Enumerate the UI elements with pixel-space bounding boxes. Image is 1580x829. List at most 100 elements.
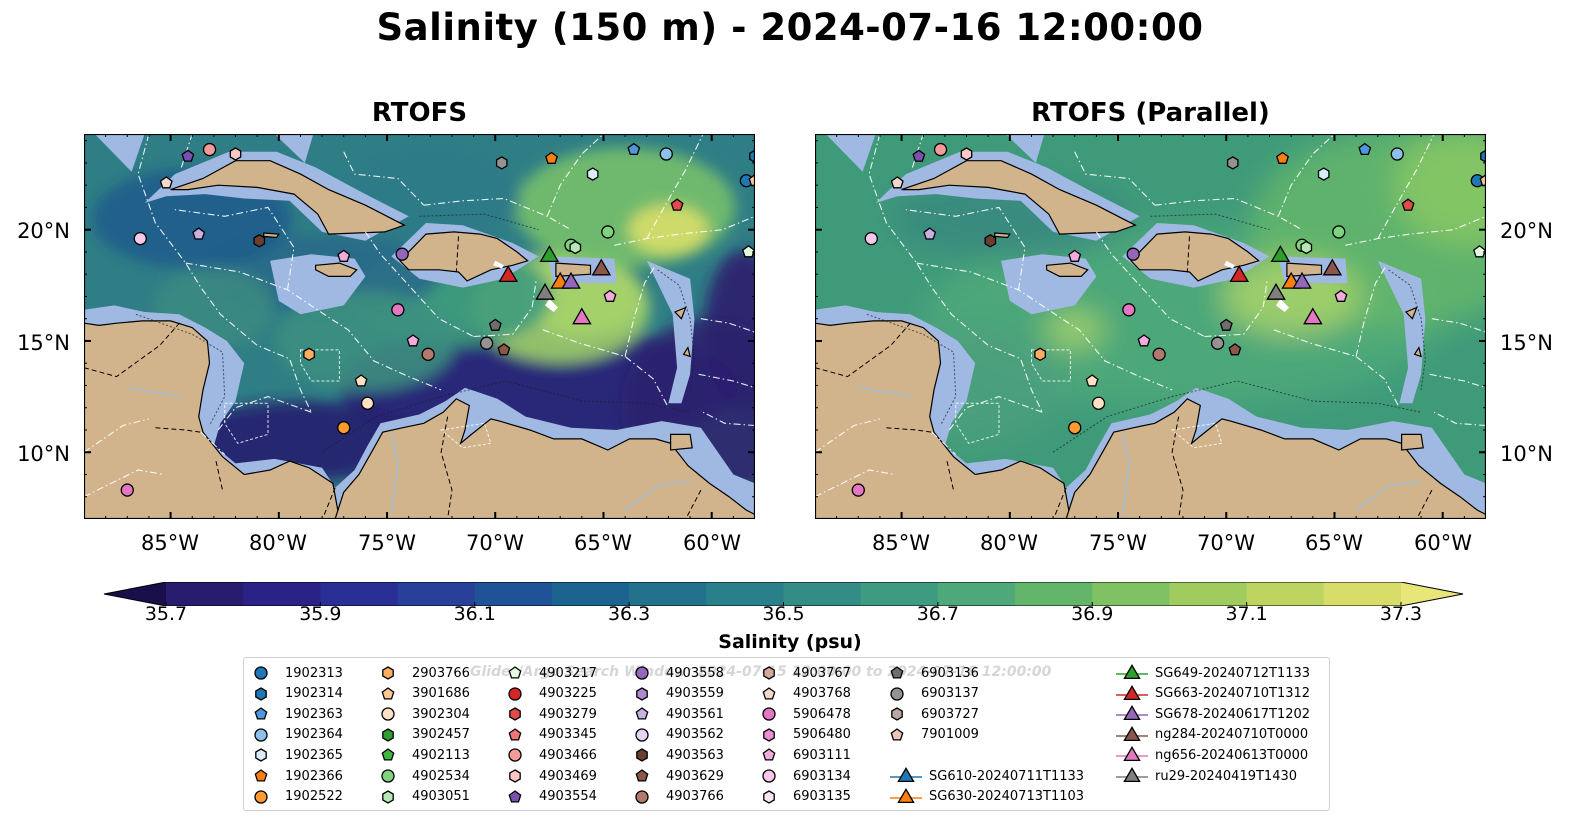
legend-label: 4903466 xyxy=(539,747,597,763)
legend-marker-circle-icon xyxy=(890,686,904,701)
legend-entry: 4903561 xyxy=(634,704,724,724)
glider-marker xyxy=(1303,307,1323,325)
argo-float-marker xyxy=(391,303,405,317)
glider-marker xyxy=(1229,265,1250,283)
land-polygon xyxy=(682,346,691,358)
legend-entry: SG678-20240617T1202 xyxy=(1115,704,1310,724)
argo-float-marker xyxy=(864,231,878,246)
protected-area-outline xyxy=(439,422,492,449)
colorbar-band xyxy=(397,582,476,606)
legend-entry: 4903629 xyxy=(634,766,724,786)
eez-boundary xyxy=(698,373,755,389)
eez-boundary xyxy=(423,197,572,231)
argo-float-marker xyxy=(984,234,997,248)
eez-boundary xyxy=(1345,215,1486,246)
argo-float-marker xyxy=(1276,151,1289,164)
legend-marker-circle-icon xyxy=(254,728,268,742)
shelf-water xyxy=(274,134,314,163)
eez-boundary xyxy=(1377,134,1435,239)
argo-float-marker xyxy=(1401,198,1415,211)
legend-marker xyxy=(382,728,394,742)
legend-entry: ru29-20240419T1430 xyxy=(1115,766,1297,786)
argo-float-marker xyxy=(545,151,558,164)
argo-float-marker xyxy=(748,173,755,187)
glider-marker xyxy=(535,282,555,300)
river-line xyxy=(1355,480,1422,511)
argo-float-marker xyxy=(253,234,266,248)
eez-boundary xyxy=(343,151,425,206)
legend-label: 6903135 xyxy=(793,789,851,805)
map-frame xyxy=(815,134,1486,519)
legend-label: ng284-20240710T0000 xyxy=(1155,727,1309,743)
eez-boundary xyxy=(1154,197,1303,231)
lon-label: 80°W xyxy=(980,531,1038,555)
legend-entry: ng656-20240613T0000 xyxy=(1115,745,1308,765)
shelf-water xyxy=(825,134,876,172)
colorbar-tick-label: 36.1 xyxy=(453,603,496,625)
lon-label: 65°W xyxy=(574,531,632,555)
legend-marker xyxy=(255,686,267,701)
colorbar-tick-label: 37.1 xyxy=(1225,603,1268,625)
legend-entry: 4903279 xyxy=(507,704,597,724)
colorbar-band xyxy=(1092,582,1170,606)
river-line xyxy=(624,480,691,511)
legend-marker-pentagon-icon xyxy=(635,707,649,720)
legend-label: 1902314 xyxy=(285,686,343,702)
legend-entry: 1902365 xyxy=(253,745,343,765)
argo-float-marker xyxy=(627,142,641,156)
salinity-patch xyxy=(1044,309,1105,350)
legend-marker xyxy=(508,686,522,701)
legend-entry: 4903559 xyxy=(634,684,724,704)
argo-float-marker xyxy=(890,176,904,189)
legend-label: 3902304 xyxy=(412,706,470,722)
legend-label: 3901686 xyxy=(412,686,470,702)
lon-label: 75°W xyxy=(1089,531,1147,555)
legend-label: 4903279 xyxy=(539,706,597,722)
legend-entry: 4903466 xyxy=(507,745,597,765)
border-line xyxy=(685,489,702,519)
legend-marker-triangle-icon xyxy=(1116,767,1148,783)
argo-float-marker xyxy=(497,343,511,356)
colorbar-extend-low xyxy=(104,582,166,606)
eez-boundary xyxy=(1273,329,1400,408)
land-polygon xyxy=(263,232,280,239)
glider-track-segment xyxy=(1224,260,1235,269)
argo-float-marker xyxy=(923,227,937,240)
protected-area-outline xyxy=(1170,422,1223,449)
legend-label: 3902457 xyxy=(412,727,470,743)
legend-marker xyxy=(890,666,904,679)
legend-entry: 5906478 xyxy=(761,704,851,724)
argo-float-marker xyxy=(406,334,420,347)
eez-boundary xyxy=(542,329,669,408)
legend-marker-hexagon-icon xyxy=(636,686,648,701)
land-polygon xyxy=(315,262,358,277)
legend-label: 4903766 xyxy=(666,789,724,805)
eez-boundary xyxy=(905,206,1026,290)
legend-marker-circle-icon xyxy=(635,666,649,680)
legend-label: 1902365 xyxy=(285,747,343,763)
argo-float-marker xyxy=(933,142,948,157)
legend-marker-hexagon-icon xyxy=(509,769,521,783)
legend-entry: 5906480 xyxy=(761,725,851,745)
land-polygon xyxy=(1413,346,1422,358)
legend-marker xyxy=(509,707,521,721)
argo-float-marker xyxy=(960,147,973,161)
legend-label: 4903345 xyxy=(539,727,597,743)
legend-marker-hexagon-icon xyxy=(636,748,648,763)
shelf-water xyxy=(94,134,145,172)
salinity-patch xyxy=(275,290,456,391)
legend-marker-pentagon-icon xyxy=(890,666,904,679)
legend-label: 4902113 xyxy=(412,747,470,763)
figure-title: Salinity (150 m) - 2024-07-16 12:00:00 xyxy=(376,6,1204,49)
argo-float-marker xyxy=(395,247,409,261)
legend-label: 1902364 xyxy=(285,727,343,743)
legend xyxy=(243,657,1330,811)
lat-label: 10°N xyxy=(17,442,70,466)
legend-marker xyxy=(635,789,649,804)
legend-label: 4903767 xyxy=(793,665,851,681)
glider-track-segment xyxy=(493,260,504,269)
argo-float-marker xyxy=(337,249,351,262)
colorbar-tick-label: 36.3 xyxy=(607,603,651,625)
bathymetry-contour xyxy=(657,269,695,390)
border-line xyxy=(886,427,932,433)
